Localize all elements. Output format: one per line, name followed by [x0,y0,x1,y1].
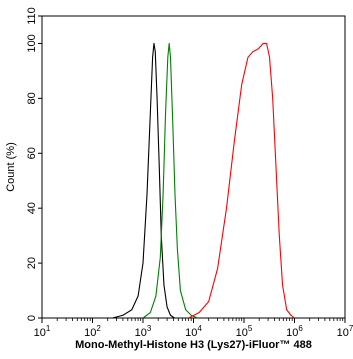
y-axis-title: Count (%) [5,142,17,192]
y-tick-label: 40 [26,202,38,214]
axes: 0 20 40 60 80 100 110 101 102 103 104 105 106 107 [26,7,353,339]
x-tick-label: 101 [34,324,51,339]
plot-area [112,42,295,319]
y-tick-label: 0 [26,315,38,321]
x-tick-label: 106 [286,324,303,339]
x-tick-label: 105 [236,324,253,339]
plot-frame [41,15,346,319]
y-tick-label: 80 [26,92,38,104]
x-tick-label: 104 [185,324,202,339]
y-tick-label: 20 [26,257,38,269]
x-tick-label: 102 [84,324,101,339]
series-line-3 [188,42,295,319]
x-tick-label: 103 [135,324,152,339]
x-axis-title: Mono-Methyl-Histone H3 (Lys27)-iFluor™ 4… [75,339,312,351]
y-tick-label: 60 [26,147,38,159]
series-line-2 [142,42,198,319]
y-tick-label: 100 [26,34,38,52]
series-line-1 [112,42,175,319]
x-tick-label: 107 [337,324,353,339]
y-tick-label: 110 [26,7,38,25]
